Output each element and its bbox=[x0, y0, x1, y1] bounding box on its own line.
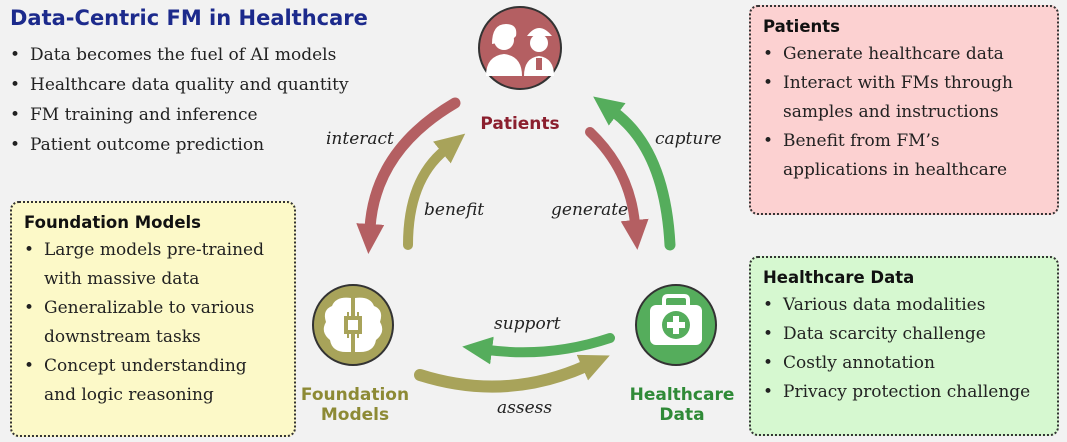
patients-box-title: Patients bbox=[763, 17, 840, 36]
list-item: Data scarcity challenge bbox=[763, 320, 1047, 349]
edge-label-benefit: benefit bbox=[424, 200, 485, 220]
intro-list: Data becomes the fuel of AI models Healt… bbox=[10, 40, 349, 160]
foundation-models-box-title: Foundation Models bbox=[24, 213, 201, 232]
healthcare-data-info-box: Healthcare Data Various data modalities … bbox=[749, 256, 1059, 436]
brain-chip-icon bbox=[312, 284, 394, 366]
node-label-healthcare-data: Healthcare Data bbox=[629, 385, 735, 425]
list-item: Interact with FMs through samples and in… bbox=[763, 69, 1047, 127]
intro-item: FM training and inference bbox=[10, 100, 349, 130]
medical-kit-icon bbox=[635, 284, 717, 366]
list-item: Benefit from FM’s applications in health… bbox=[763, 127, 1047, 185]
list-item: Various data modalities bbox=[763, 291, 1047, 320]
list-item: Costly annotation bbox=[763, 349, 1047, 378]
list-item: Large models pre-trained with massive da… bbox=[24, 236, 284, 294]
intro-item: Patient outcome prediction bbox=[10, 130, 349, 160]
intro-item: Healthcare data quality and quantity bbox=[10, 70, 349, 100]
page-title: Data-Centric FM in Healthcare bbox=[10, 6, 368, 30]
edge-label-generate: generate bbox=[551, 200, 629, 220]
node-label-patients: Patients bbox=[480, 114, 560, 134]
patients-icon bbox=[478, 6, 562, 90]
intro-item: Data becomes the fuel of AI models bbox=[10, 40, 349, 70]
arrow-support bbox=[462, 333, 615, 365]
arrow-interact bbox=[356, 97, 461, 254]
list-item: Generalizable to various downstream task… bbox=[24, 294, 284, 352]
arrow-generate bbox=[585, 127, 649, 250]
list-item: Generate healthcare data bbox=[763, 40, 1047, 69]
edge-label-support: support bbox=[494, 314, 561, 334]
edge-label-capture: capture bbox=[655, 129, 722, 149]
edge-label-interact: interact bbox=[326, 129, 394, 149]
arrow-assess bbox=[414, 354, 610, 393]
arrow-benefit bbox=[403, 133, 466, 250]
edge-label-assess: assess bbox=[497, 398, 553, 418]
patients-info-box: Patients Generate healthcare data Intera… bbox=[749, 5, 1059, 215]
healthcare-data-box-title: Healthcare Data bbox=[763, 268, 915, 287]
list-item: Concept understanding and logic reasonin… bbox=[24, 352, 284, 410]
list-item: Privacy protection challenge bbox=[763, 378, 1047, 407]
foundation-models-info-box: Foundation Models Large models pre-train… bbox=[10, 201, 296, 437]
arrow-capture bbox=[593, 96, 676, 251]
node-label-foundation-models: Foundation Models bbox=[300, 385, 410, 425]
